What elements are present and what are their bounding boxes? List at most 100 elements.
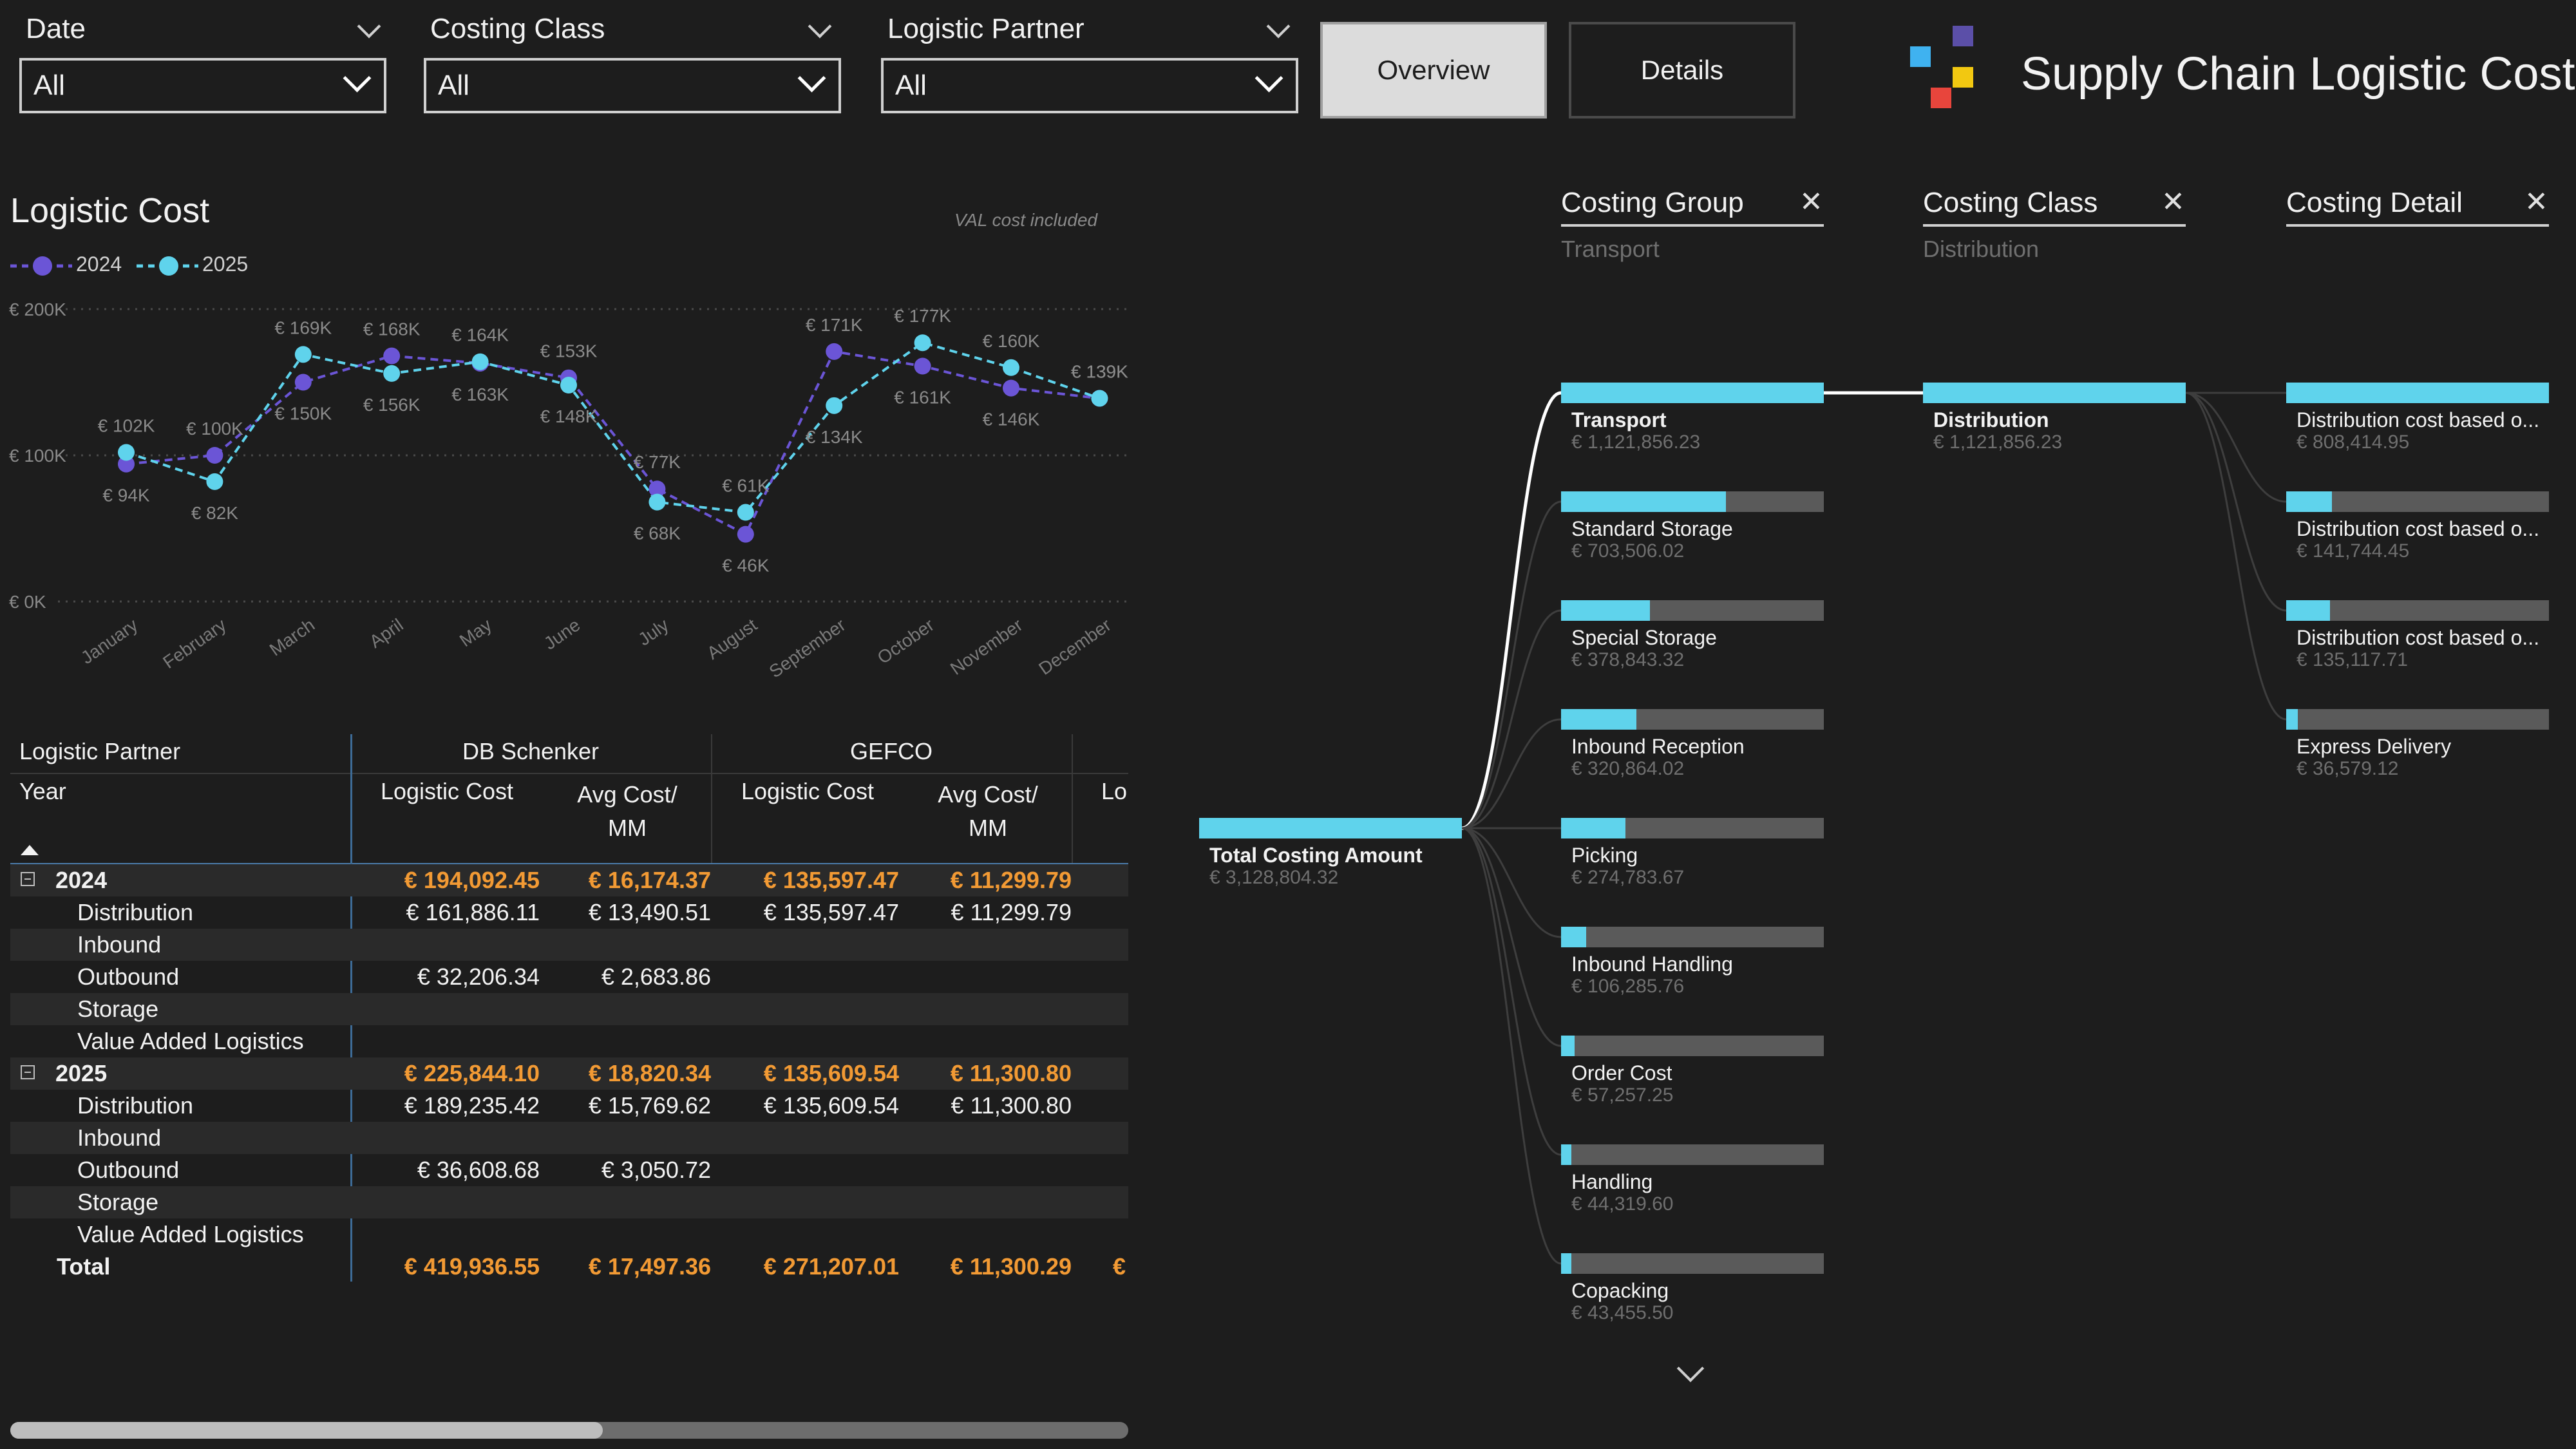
tree-group-node-label: Handling bbox=[1571, 1170, 1653, 1193]
tree-group-node-bar-fill bbox=[1561, 1036, 1575, 1056]
matrix-scrollbar-thumb[interactable] bbox=[10, 1422, 603, 1439]
tree-group-node-bar[interactable] bbox=[1561, 709, 1824, 730]
data-point-2025[interactable] bbox=[471, 353, 489, 370]
data-point-2025[interactable] bbox=[649, 493, 666, 511]
slicer-date-dropdown[interactable]: All bbox=[19, 58, 386, 113]
data-point-2024[interactable] bbox=[1003, 379, 1019, 397]
data-point-2024[interactable] bbox=[649, 480, 666, 498]
data-point-2025[interactable] bbox=[1003, 359, 1019, 376]
tree-detail-node-bar[interactable] bbox=[2286, 709, 2549, 730]
matrix-cell: € 11,299.79 bbox=[951, 899, 1072, 925]
x-tick-label: May bbox=[456, 615, 495, 651]
tree-root-label: Total Costing Amount bbox=[1209, 844, 1423, 867]
slicer-costing-class-dropdown[interactable]: All bbox=[424, 58, 841, 113]
data-point-2024[interactable] bbox=[826, 343, 843, 360]
tree-root-bar[interactable] bbox=[1199, 818, 1462, 838]
close-icon[interactable]: ✕ bbox=[2524, 186, 2548, 218]
data-point-2025[interactable] bbox=[294, 346, 312, 363]
matrix-row[interactable]: Value Added Logistics bbox=[10, 1218, 1128, 1251]
matrix-row-label: Outbound bbox=[77, 963, 180, 990]
data-point-2025[interactable] bbox=[737, 504, 754, 521]
data-point-2024[interactable] bbox=[206, 447, 223, 464]
minus-box-icon[interactable] bbox=[21, 1065, 35, 1079]
measure-logistic-cost-1[interactable]: Logistic Cost bbox=[380, 778, 514, 804]
data-label: € 68K bbox=[634, 524, 681, 544]
data-point-2025[interactable] bbox=[560, 377, 577, 394]
legend-2024-marker bbox=[10, 256, 72, 276]
close-icon[interactable]: ✕ bbox=[1799, 186, 1823, 218]
tree-group-node-label: Inbound Handling bbox=[1571, 952, 1733, 976]
measure-avg-cost-2[interactable]: Avg Cost/ MM bbox=[904, 778, 1072, 845]
chevron-down-icon[interactable] bbox=[1266, 14, 1291, 39]
y-tick-label: € 0K bbox=[9, 592, 46, 612]
overview-button[interactable]: Overview bbox=[1320, 22, 1547, 118]
data-point-2025[interactable] bbox=[826, 397, 843, 414]
data-point-2024[interactable] bbox=[737, 526, 754, 543]
data-label: € 169K bbox=[274, 317, 332, 337]
data-point-2024[interactable] bbox=[118, 455, 135, 473]
close-icon[interactable]: ✕ bbox=[2161, 186, 2185, 218]
tree-group-node-bar[interactable] bbox=[1561, 818, 1824, 838]
data-point-2024[interactable] bbox=[294, 374, 312, 391]
tree-column-underline bbox=[2286, 224, 2549, 227]
chevron-down-icon[interactable] bbox=[357, 14, 381, 39]
partner-truncated[interactable]: Lo bbox=[1101, 778, 1128, 804]
measure-avg-cost-1[interactable]: Avg Cost/ MM bbox=[544, 778, 711, 845]
x-tick-label: June bbox=[540, 615, 584, 654]
partner-gefco[interactable]: GEFCO bbox=[849, 738, 933, 764]
tree-group-node-bar[interactable] bbox=[1561, 1253, 1824, 1274]
matrix-body-top-line bbox=[10, 863, 1128, 865]
tree-group-node-bar[interactable] bbox=[1561, 383, 1824, 403]
matrix-year-row[interactable]: 2024 € 194,092.45 € 16,174.37 € 135,597.47 €… bbox=[10, 864, 1128, 896]
matrix-row[interactable]: Outbound € 32,206.34 € 2,683.86 bbox=[10, 961, 1128, 993]
tree-detail-node-bar[interactable] bbox=[2286, 600, 2549, 621]
measure-logistic-cost-2[interactable]: Logistic Cost bbox=[741, 778, 875, 804]
data-point-2024[interactable] bbox=[914, 357, 931, 375]
data-point-2025[interactable] bbox=[118, 444, 135, 461]
matrix-year-row[interactable]: 2025 € 225,844.10 € 18,820.34 € 135,609.54 €… bbox=[10, 1057, 1128, 1090]
data-point-2025[interactable] bbox=[383, 365, 401, 382]
matrix-row[interactable]: Inbound bbox=[10, 929, 1128, 961]
tree-detail-node-bar[interactable] bbox=[2286, 491, 2549, 512]
tree-group-node-bar[interactable] bbox=[1561, 491, 1824, 512]
tree-detail-node-label: Distribution cost based o... bbox=[2297, 626, 2540, 649]
tree-detail-node-bar[interactable] bbox=[2286, 383, 2549, 403]
matrix-cell: € 11,300.80 bbox=[950, 1060, 1072, 1086]
matrix-row-label: 2025 bbox=[55, 1060, 108, 1086]
tree-group-node-bar[interactable] bbox=[1561, 1144, 1824, 1165]
tree-column-header: Costing Class bbox=[1923, 187, 2098, 218]
chevron-down-icon[interactable] bbox=[808, 14, 832, 39]
tree-group-node-label: Picking bbox=[1571, 844, 1638, 867]
slicer-costing-class[interactable]: Costing Class All bbox=[424, 8, 841, 114]
matrix-row[interactable]: Distribution € 161,886.11 € 13,490.51 € 135… bbox=[10, 896, 1128, 929]
tree-class-node-bar[interactable] bbox=[1923, 383, 2186, 403]
slicer-logistic-partner[interactable]: Logistic Partner All bbox=[881, 8, 1298, 114]
matrix-row-label: Distribution bbox=[77, 899, 194, 925]
matrix-cell bbox=[10, 993, 1072, 1025]
matrix-row[interactable]: Distribution € 189,235.42 € 15,769.62 € 135… bbox=[10, 1090, 1128, 1122]
data-point-2025[interactable] bbox=[1091, 390, 1108, 407]
data-point-2024[interactable] bbox=[383, 347, 401, 365]
partner-db-schenker[interactable]: DB Schenker bbox=[462, 738, 600, 764]
minus-box-icon[interactable] bbox=[21, 872, 35, 886]
decomposition-tree: Costing Group ✕ Transport Costing Class ✕ Dis… bbox=[1172, 174, 2576, 1449]
slicer-logistic-partner-dropdown[interactable]: All bbox=[881, 58, 1298, 113]
tree-group-node-label: Standard Storage bbox=[1571, 517, 1733, 540]
data-point-2025[interactable] bbox=[206, 473, 223, 490]
matrix-row[interactable]: Storage bbox=[10, 1186, 1128, 1218]
data-point-2025[interactable] bbox=[914, 334, 931, 352]
x-tick-label: January bbox=[77, 615, 141, 668]
tree-group-node-bar[interactable] bbox=[1561, 927, 1824, 947]
tree-connector bbox=[1461, 827, 1562, 938]
tree-group-node-bar[interactable] bbox=[1561, 1036, 1824, 1056]
matrix-row[interactable]: Storage bbox=[10, 993, 1128, 1025]
matrix-row[interactable]: Inbound bbox=[10, 1122, 1128, 1154]
matrix-total-row[interactable]: Total € 419,936.55 € 17,497.36 € 271,207.01… bbox=[10, 1251, 1128, 1283]
slicer-date[interactable]: Date All bbox=[19, 8, 386, 114]
tree-group-node-bar[interactable] bbox=[1561, 600, 1824, 621]
details-button[interactable]: Details bbox=[1569, 22, 1795, 118]
matrix-row[interactable]: Value Added Logistics bbox=[10, 1025, 1128, 1057]
matrix-scrollbar-track[interactable] bbox=[10, 1422, 1128, 1439]
matrix-row[interactable]: Outbound € 36,608.68 € 3,050.72 bbox=[10, 1154, 1128, 1186]
sort-up-icon[interactable] bbox=[21, 845, 39, 855]
